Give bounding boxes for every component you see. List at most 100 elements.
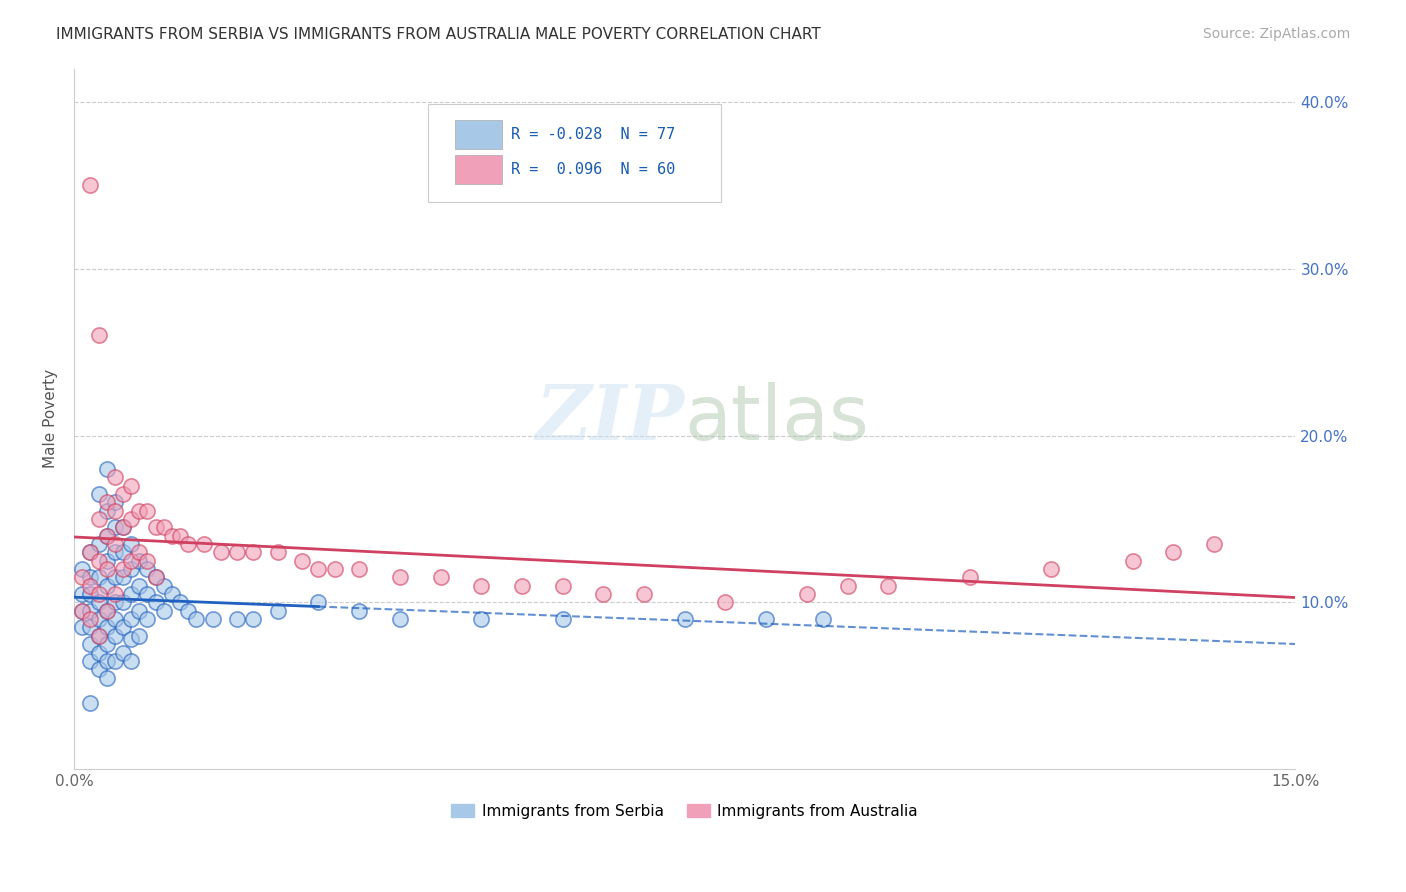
Point [104, 495, 127, 509]
Point [96, 620, 118, 634]
Point [120, 612, 142, 626]
Point [111, 520, 134, 534]
Point [104, 570, 127, 584]
Point [111, 520, 134, 534]
Point [87, 570, 110, 584]
Point [96, 554, 118, 568]
Text: R =  0.096  N = 60: R = 0.096 N = 60 [512, 162, 676, 177]
Text: IMMIGRANTS FROM SERBIA VS IMMIGRANTS FROM AUSTRALIA MALE POVERTY CORRELATION CHA: IMMIGRANTS FROM SERBIA VS IMMIGRANTS FRO… [56, 27, 821, 42]
Point [96, 654, 118, 668]
Point [177, 537, 200, 551]
Point [1202, 537, 1225, 551]
Point [70, 562, 93, 576]
Point [347, 562, 370, 576]
Point [877, 579, 900, 593]
Point [152, 579, 174, 593]
Point [104, 629, 127, 643]
Point [96, 579, 118, 593]
Point [120, 512, 142, 526]
Text: Source: ZipAtlas.com: Source: ZipAtlas.com [1202, 27, 1350, 41]
Point [87, 512, 110, 526]
Point [145, 520, 167, 534]
Point [79, 178, 101, 193]
Point [796, 587, 818, 601]
Point [152, 604, 174, 618]
Point [87, 595, 110, 609]
Point [79, 654, 101, 668]
Point [104, 537, 127, 551]
Point [307, 562, 329, 576]
Text: ZIP: ZIP [536, 382, 685, 456]
Point [145, 595, 167, 609]
Point [111, 595, 134, 609]
Point [79, 545, 101, 559]
Point [79, 570, 101, 584]
Point [152, 520, 174, 534]
Point [111, 545, 134, 559]
Point [104, 545, 127, 559]
Point [87, 328, 110, 343]
Point [323, 562, 346, 576]
Point [633, 587, 655, 601]
Point [1040, 562, 1063, 576]
Point [128, 554, 150, 568]
Point [111, 487, 134, 501]
Point [87, 612, 110, 626]
Point [136, 562, 159, 576]
Point [120, 478, 142, 492]
Point [70, 620, 93, 634]
Point [120, 537, 142, 551]
Point [811, 612, 834, 626]
Point [136, 612, 159, 626]
Point [128, 504, 150, 518]
Point [70, 604, 93, 618]
Point [959, 570, 981, 584]
Point [1122, 554, 1144, 568]
Point [266, 604, 288, 618]
Point [87, 487, 110, 501]
Point [111, 646, 134, 660]
Point [307, 595, 329, 609]
Point [226, 545, 249, 559]
Point [128, 604, 150, 618]
Point [104, 470, 127, 484]
Point [242, 545, 264, 559]
Point [79, 637, 101, 651]
Point [87, 587, 110, 601]
Point [120, 632, 142, 647]
Point [120, 654, 142, 668]
Point [79, 620, 101, 634]
Point [347, 604, 370, 618]
Point [87, 646, 110, 660]
Point [104, 595, 127, 609]
Point [510, 579, 533, 593]
Point [70, 604, 93, 618]
Point [128, 579, 150, 593]
Point [120, 562, 142, 576]
Point [111, 562, 134, 576]
Point [87, 629, 110, 643]
Point [136, 587, 159, 601]
Point [136, 504, 159, 518]
Point [169, 595, 191, 609]
Point [87, 629, 110, 643]
Point [388, 612, 411, 626]
Point [120, 554, 142, 568]
Point [120, 587, 142, 601]
Point [96, 529, 118, 543]
Point [186, 612, 208, 626]
Point [79, 696, 101, 710]
Point [96, 637, 118, 651]
Point [470, 612, 492, 626]
Point [111, 620, 134, 634]
Point [70, 570, 93, 584]
Point [551, 612, 574, 626]
Point [755, 612, 778, 626]
Point [96, 604, 118, 618]
Point [242, 612, 264, 626]
Point [104, 654, 127, 668]
Point [291, 554, 314, 568]
FancyBboxPatch shape [456, 120, 502, 149]
Point [145, 570, 167, 584]
Point [79, 604, 101, 618]
